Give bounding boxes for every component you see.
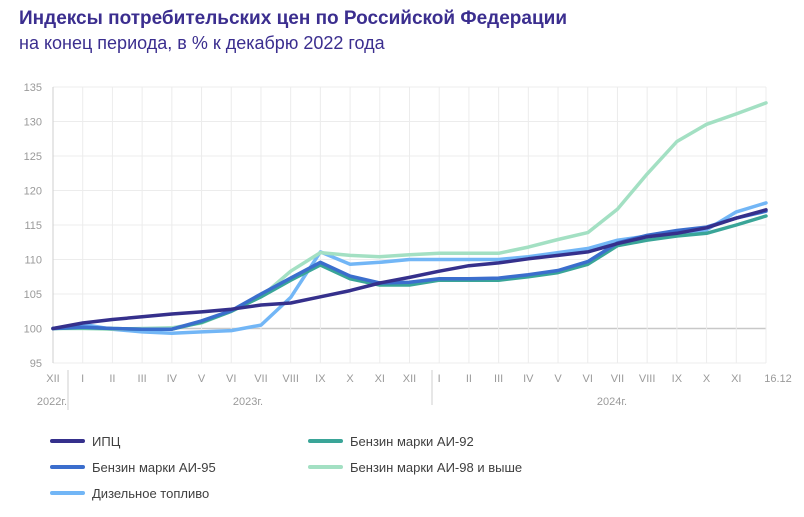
legend-label: Бензин марки АИ-98 и выше	[350, 460, 522, 475]
chart-title: Индексы потребительских цен по Российско…	[19, 8, 567, 29]
x-tick-label: IV	[167, 373, 178, 385]
x-tick-label: IV	[523, 373, 534, 385]
x-tick-label: I	[81, 373, 84, 385]
year-label: 2023г.	[233, 396, 263, 408]
legend-label: Бензин марки АИ-92	[350, 434, 474, 449]
x-tick-label: V	[554, 373, 562, 385]
x-tick-label: XI	[375, 373, 385, 385]
y-tick-label: 135	[24, 82, 42, 94]
legend-label: Дизельное топливо	[92, 486, 209, 501]
x-tick-label: VIII	[282, 373, 299, 385]
legend-label: ИПЦ	[92, 434, 121, 449]
x-tick-label: X	[703, 373, 711, 385]
x-tick-label: VI	[226, 373, 236, 385]
x-tick-label: I	[438, 373, 441, 385]
y-tick-label: 110	[24, 255, 42, 267]
series-line	[51, 208, 768, 331]
x-tick-label: V	[198, 373, 206, 385]
x-tick-label: VIII	[639, 373, 656, 385]
x-tick-label: IX	[315, 373, 326, 385]
x-tick-label: II	[109, 373, 115, 385]
x-tick-label: XI	[731, 373, 741, 385]
x-tick-label: VII	[254, 373, 267, 385]
year-label: 2022г.	[37, 396, 67, 408]
x-tick-label: VI	[583, 373, 593, 385]
x-tick-label: XII	[46, 373, 59, 385]
y-tick-label: 125	[24, 151, 42, 163]
legend-label: Бензин марки АИ-95	[92, 460, 216, 475]
x-tick-label: III	[494, 373, 503, 385]
y-tick-label: 95	[30, 358, 42, 370]
chart-subtitle: на конец периода, в % к декабрю 2022 год…	[19, 33, 385, 53]
y-tick-label: 120	[24, 186, 42, 198]
x-tick-label: VII	[611, 373, 624, 385]
y-tick-label: 130	[24, 117, 42, 129]
year-label: 2024г.	[597, 396, 627, 408]
x-tick-label: II	[466, 373, 472, 385]
x-tick-label: XII	[403, 373, 416, 385]
x-tick-label: X	[346, 373, 354, 385]
x-tick-label: III	[138, 373, 147, 385]
y-tick-label: 100	[24, 324, 42, 336]
y-tick-label: 115	[24, 220, 42, 232]
y-tick-label: 105	[24, 289, 42, 301]
x-tick-label: 16.12	[764, 373, 792, 385]
x-tick-label: IX	[672, 373, 683, 385]
